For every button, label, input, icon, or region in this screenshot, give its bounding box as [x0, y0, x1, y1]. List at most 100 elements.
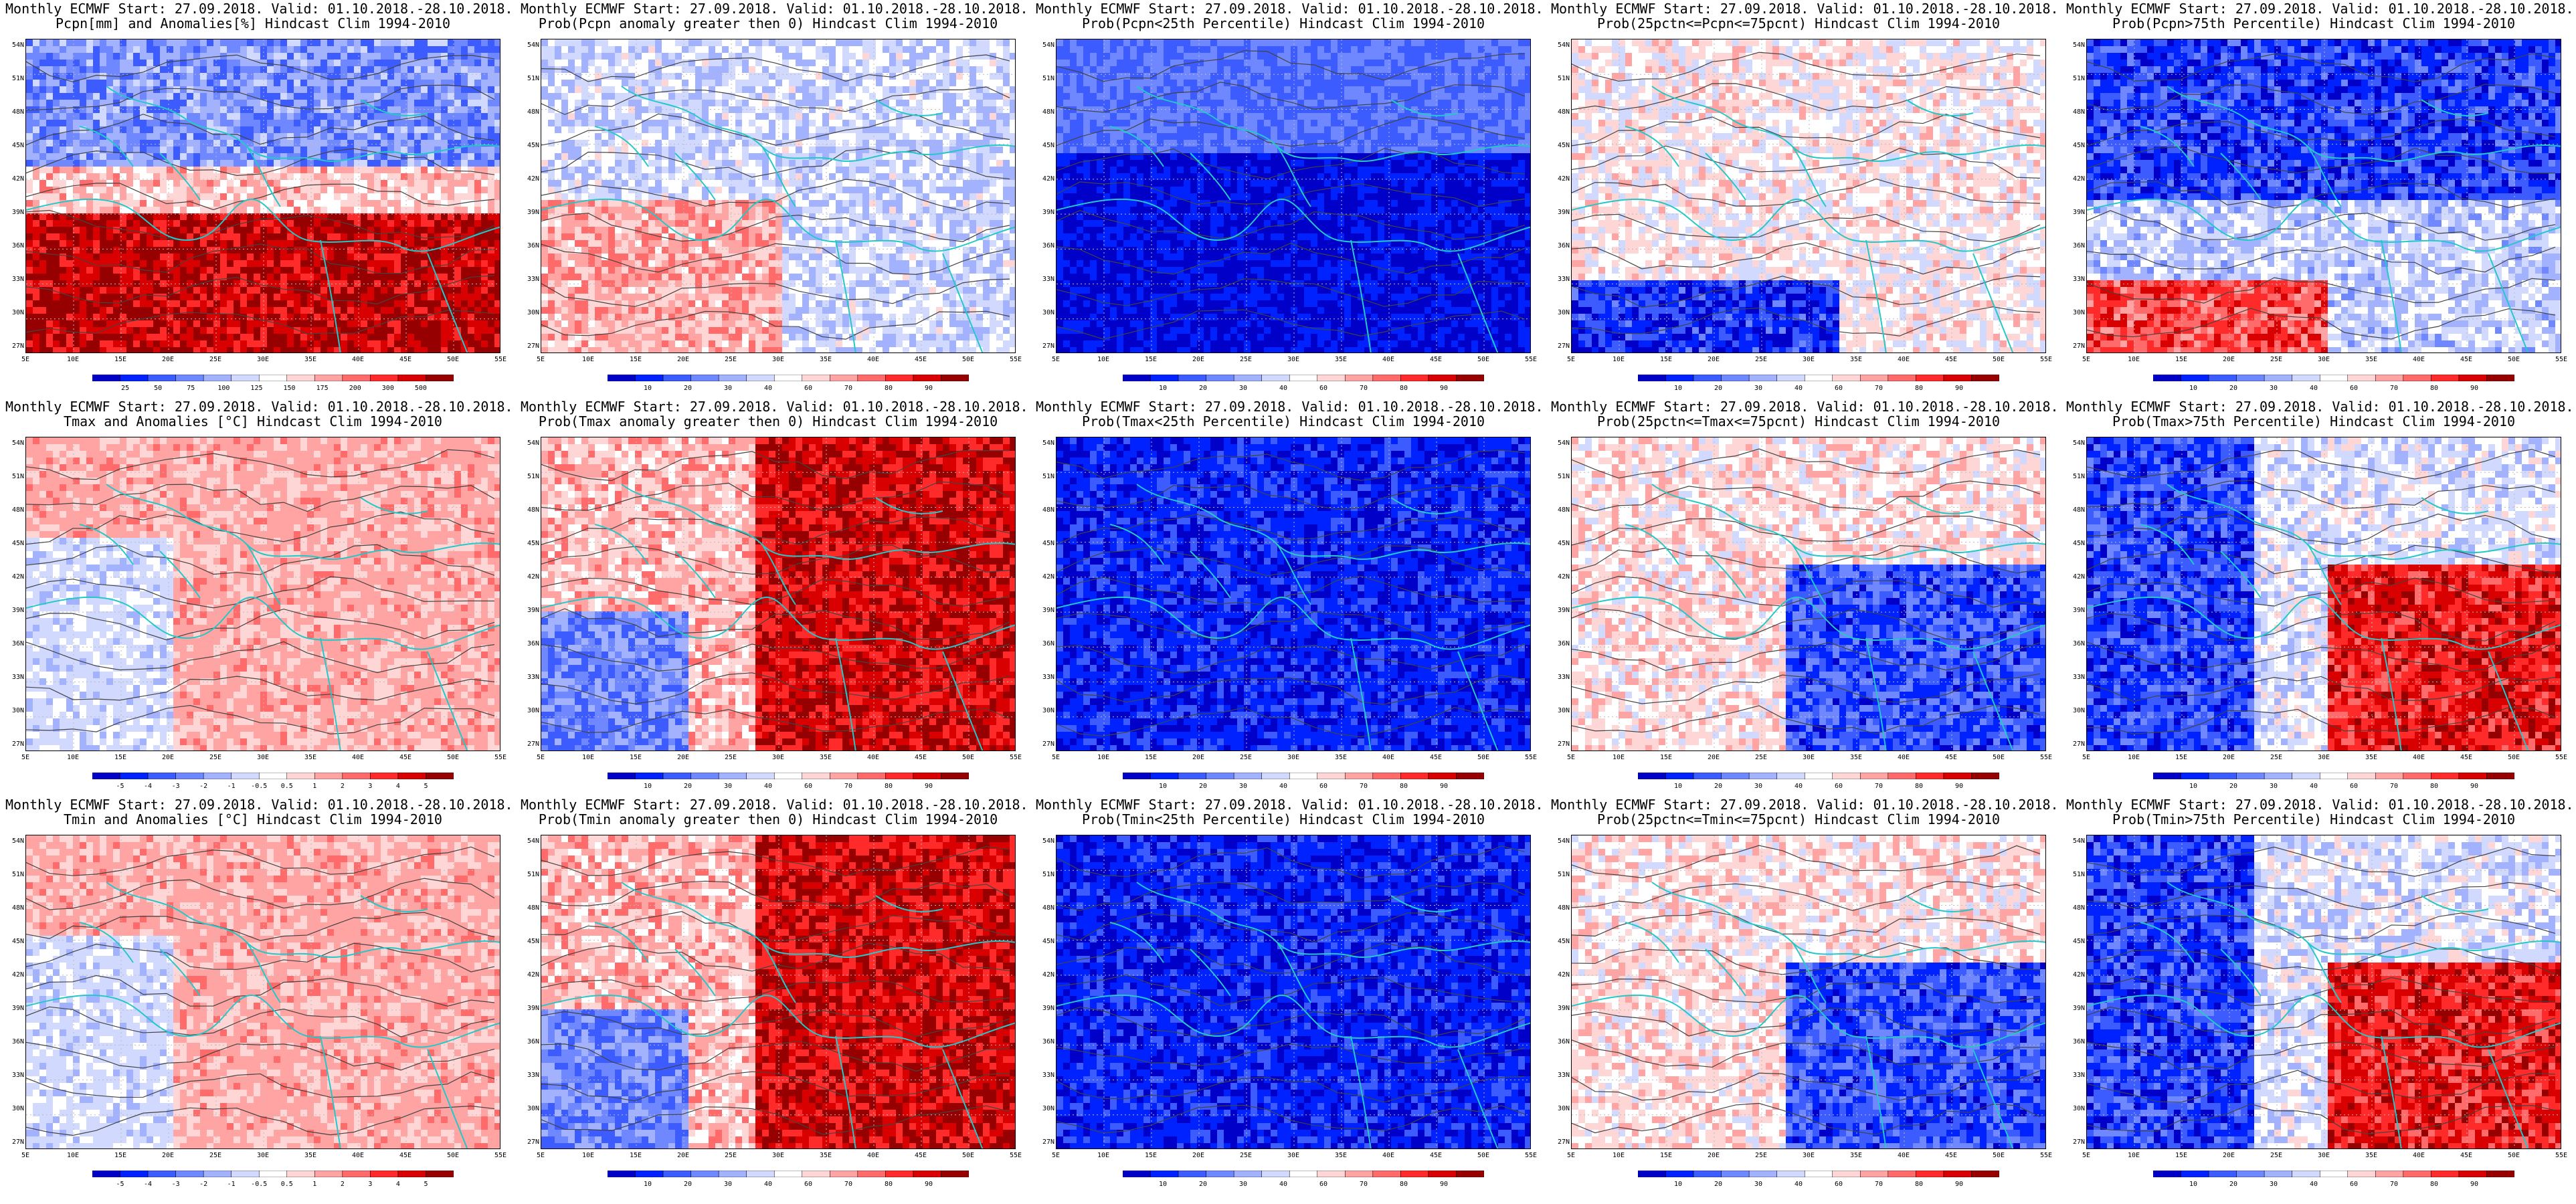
- lon-tick-label: 35E: [1335, 356, 1347, 363]
- lon-tick-label: 5E: [21, 754, 29, 761]
- map-field: [1056, 39, 1530, 353]
- lat-tick-label: 39N: [2067, 209, 2085, 216]
- lat-tick-label: 54N: [1037, 41, 1054, 49]
- lon-tick-label: 5E: [1052, 1152, 1060, 1159]
- colorbar-label: 90: [925, 783, 933, 790]
- panel-title-line1: Monthly ECMWF Start: 27.09.2018. Valid: …: [2066, 797, 2574, 812]
- lat-tick-label: 51N: [522, 75, 539, 82]
- lon-tick-label: 45E: [399, 754, 411, 761]
- panel-title-line1: Monthly ECMWF Start: 27.09.2018. Valid: …: [521, 399, 1028, 414]
- colorbar-label: 20: [684, 783, 692, 790]
- lat-tick-label: 45N: [1037, 540, 1054, 547]
- colorbar-label: 30: [1239, 1181, 1247, 1188]
- lat-tick-label: 45N: [522, 540, 539, 547]
- lon-tick-label: 35E: [2365, 754, 2377, 761]
- lon-tick-label: 40E: [867, 754, 879, 761]
- lat-tick-label: 51N: [2067, 473, 2085, 480]
- colorbar-label: 10: [1674, 783, 1682, 790]
- colorbar-label: 30: [2270, 385, 2278, 392]
- lon-tick-label: 30E: [1803, 754, 1815, 761]
- lat-tick-label: 36N: [522, 640, 539, 647]
- lat-tick-label: 54N: [1037, 439, 1054, 447]
- lon-tick-label: 5E: [1567, 356, 1575, 363]
- lat-tick-label: 51N: [7, 75, 24, 82]
- lon-tick-label: 50E: [447, 356, 459, 363]
- map-plot-area: [541, 39, 1016, 353]
- lon-tick-label: 55E: [2555, 356, 2567, 363]
- lat-tick-label: 39N: [1552, 1005, 1570, 1012]
- lon-tick-label: 20E: [677, 754, 689, 761]
- map-panel: Monthly ECMWF Start: 27.09.2018. Valid: …: [521, 1, 1028, 396]
- panel-title-line2: Prob(25pctn<=Tmin<=75pcnt) Hindcast Clim…: [1551, 812, 2046, 827]
- colorbar-label: 90: [1440, 1181, 1448, 1188]
- colorbar-label: 30: [2270, 1181, 2278, 1188]
- lat-tick-label: 51N: [7, 473, 24, 480]
- colorbar-label: 30: [724, 783, 732, 790]
- lon-tick-label: 55E: [1010, 1152, 1022, 1159]
- lat-tick-label: 42N: [522, 971, 539, 979]
- lon-tick-label: 20E: [2223, 754, 2235, 761]
- lon-tick-label: 55E: [494, 356, 507, 363]
- colorbar-label: 80: [1400, 783, 1408, 790]
- lon-tick-label: 35E: [1850, 1152, 1862, 1159]
- lon-tick-label: 15E: [630, 1152, 642, 1159]
- lon-tick-label: 20E: [162, 1152, 174, 1159]
- lon-tick-label: 15E: [1145, 356, 1157, 363]
- lat-tick-label: 48N: [2067, 108, 2085, 116]
- map-field: [541, 835, 1015, 1148]
- colorbar-label: 20: [2229, 783, 2237, 790]
- lat-tick-label: 45N: [2067, 142, 2085, 149]
- colorbar-label: 70: [1360, 783, 1368, 790]
- lon-tick-label: 30E: [772, 754, 784, 761]
- lat-tick-label: 33N: [1037, 276, 1054, 283]
- lon-tick-label: 35E: [2365, 356, 2377, 363]
- lon-tick-label: 10E: [1097, 356, 1109, 363]
- panel-title: Monthly ECMWF Start: 27.09.2018. Valid: …: [521, 399, 1028, 429]
- lat-tick-label: 27N: [1552, 342, 1570, 350]
- lat-tick-label: 48N: [2067, 904, 2085, 912]
- colorbar-label: 40: [2310, 385, 2318, 392]
- map-plot-area: [1571, 835, 2046, 1149]
- colorbar-label: 75: [187, 385, 195, 392]
- panel-title: Monthly ECMWF Start: 27.09.2018. Valid: …: [521, 1, 1028, 31]
- panel-title-line1: Monthly ECMWF Start: 27.09.2018. Valid: …: [521, 797, 1028, 812]
- lat-tick-label: 27N: [1552, 1138, 1570, 1146]
- lon-tick-label: 15E: [114, 356, 126, 363]
- lat-tick-label: 51N: [522, 871, 539, 878]
- lat-tick-label: 45N: [7, 540, 24, 547]
- map-plot-area: [25, 835, 500, 1149]
- lon-tick-label: 40E: [352, 754, 364, 761]
- panel-title-line2: Prob(Tmax anomaly greater then 0) Hindca…: [521, 414, 1016, 429]
- lat-tick-label: 33N: [2067, 276, 2085, 283]
- colorbar-label: 5: [424, 1181, 428, 1188]
- lat-tick-label: 27N: [522, 1138, 539, 1146]
- lat-tick-label: 54N: [2067, 837, 2085, 845]
- colorbar-label: 4: [396, 1181, 400, 1188]
- lon-tick-label: 50E: [2508, 356, 2520, 363]
- colorbar-label: 500: [415, 385, 427, 392]
- panel-title-line2: Tmax and Anomalies [°C] Hindcast Clim 19…: [5, 414, 500, 429]
- colorbar-label: 70: [2390, 783, 2398, 790]
- lon-tick-label: 25E: [1240, 1152, 1252, 1159]
- lon-tick-label: 40E: [867, 1152, 879, 1159]
- colorbar-label: 10: [2189, 783, 2197, 790]
- lon-tick-label: 45E: [1430, 1152, 1442, 1159]
- lat-tick-label: 27N: [1552, 740, 1570, 748]
- lat-tick-label: 48N: [7, 506, 24, 514]
- lon-tick-label: 30E: [2318, 1152, 2330, 1159]
- lon-tick-label: 40E: [1898, 754, 1910, 761]
- map-field: [26, 835, 500, 1148]
- lat-tick-label: 33N: [1037, 674, 1054, 681]
- lat-tick-label: 39N: [2067, 1005, 2085, 1012]
- lon-tick-label: 55E: [494, 754, 507, 761]
- panel-title: Monthly ECMWF Start: 27.09.2018. Valid: …: [5, 1, 513, 31]
- map-panel: Monthly ECMWF Start: 27.09.2018. Valid: …: [1551, 797, 2059, 1192]
- lat-tick-label: 27N: [7, 1138, 24, 1146]
- colorbar-label: 1: [312, 783, 316, 790]
- lat-tick-label: 39N: [7, 1005, 24, 1012]
- colorbar: [608, 375, 969, 381]
- panel-title-line1: Monthly ECMWF Start: 27.09.2018. Valid: …: [521, 1, 1028, 16]
- colorbar-label: 0.5: [281, 1181, 293, 1188]
- panel-title: Monthly ECMWF Start: 27.09.2018. Valid: …: [1036, 797, 1544, 827]
- lon-tick-label: 25E: [209, 1152, 221, 1159]
